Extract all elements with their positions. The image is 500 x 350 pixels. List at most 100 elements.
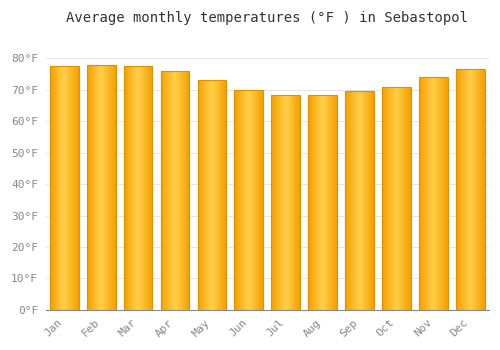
Bar — [441, 77, 442, 310]
Bar — [215, 80, 216, 310]
Bar — [102, 65, 103, 310]
Bar — [128, 66, 130, 310]
Bar — [462, 69, 464, 310]
Bar — [135, 66, 136, 310]
Bar — [243, 90, 244, 310]
Bar — [71, 66, 72, 310]
Bar — [240, 90, 241, 310]
Bar — [317, 94, 318, 310]
Bar — [408, 87, 409, 310]
Bar — [288, 94, 290, 310]
Bar — [475, 69, 476, 310]
Bar — [67, 66, 68, 310]
Bar — [106, 65, 107, 310]
Bar — [251, 90, 252, 310]
Bar — [373, 91, 374, 310]
Bar — [472, 69, 474, 310]
Bar — [58, 66, 59, 310]
Bar — [73, 66, 74, 310]
Bar — [336, 94, 337, 310]
Bar — [50, 66, 78, 310]
Bar — [350, 91, 351, 310]
Bar — [160, 71, 162, 310]
Bar — [405, 87, 406, 310]
Bar — [458, 69, 459, 310]
Bar — [319, 94, 320, 310]
Bar — [210, 80, 211, 310]
Bar — [245, 90, 246, 310]
Bar — [188, 71, 190, 310]
Bar — [244, 90, 245, 310]
Bar — [459, 69, 460, 310]
Bar — [481, 69, 482, 310]
Bar — [324, 94, 326, 310]
Bar — [72, 66, 73, 310]
Bar — [234, 90, 236, 310]
Bar — [432, 77, 434, 310]
Bar — [383, 87, 384, 310]
Bar — [236, 90, 238, 310]
Bar — [347, 91, 348, 310]
Bar — [68, 66, 69, 310]
Bar — [464, 69, 466, 310]
Bar — [284, 94, 285, 310]
Bar — [136, 66, 137, 310]
Bar — [186, 71, 188, 310]
Bar — [364, 91, 366, 310]
Bar — [272, 94, 300, 310]
Bar — [296, 94, 298, 310]
Bar — [173, 71, 174, 310]
Bar — [209, 80, 210, 310]
Bar — [370, 91, 371, 310]
Bar — [108, 65, 109, 310]
Bar — [308, 94, 337, 310]
Bar — [328, 94, 330, 310]
Bar — [477, 69, 478, 310]
Bar — [423, 77, 424, 310]
Bar — [440, 77, 441, 310]
Bar — [205, 80, 206, 310]
Bar — [134, 66, 135, 310]
Bar — [313, 94, 314, 310]
Bar — [262, 90, 264, 310]
Bar — [457, 69, 458, 310]
Bar — [479, 69, 480, 310]
Bar — [409, 87, 410, 310]
Bar — [474, 69, 475, 310]
Bar — [204, 80, 205, 310]
Bar — [434, 77, 436, 310]
Bar — [282, 94, 283, 310]
Bar — [214, 80, 215, 310]
Bar — [150, 66, 152, 310]
Bar — [216, 80, 218, 310]
Bar — [166, 71, 168, 310]
Bar — [444, 77, 445, 310]
Bar — [436, 77, 438, 310]
Bar — [86, 65, 116, 310]
Bar — [114, 65, 116, 310]
Bar — [198, 80, 200, 310]
Bar — [310, 94, 311, 310]
Bar — [386, 87, 387, 310]
Bar — [470, 69, 472, 310]
Bar — [164, 71, 166, 310]
Bar — [254, 90, 256, 310]
Bar — [141, 66, 142, 310]
Bar — [274, 94, 275, 310]
Bar — [179, 71, 180, 310]
Bar — [74, 66, 75, 310]
Bar — [468, 69, 469, 310]
Title: Average monthly temperatures (°F ) in Sebastopol: Average monthly temperatures (°F ) in Se… — [66, 11, 468, 25]
Bar — [110, 65, 112, 310]
Bar — [252, 90, 254, 310]
Bar — [174, 71, 175, 310]
Bar — [99, 65, 100, 310]
Bar — [64, 66, 65, 310]
Bar — [438, 77, 440, 310]
Bar — [294, 94, 296, 310]
Bar — [220, 80, 222, 310]
Bar — [142, 66, 143, 310]
Bar — [238, 90, 240, 310]
Bar — [70, 66, 71, 310]
Bar — [218, 80, 220, 310]
